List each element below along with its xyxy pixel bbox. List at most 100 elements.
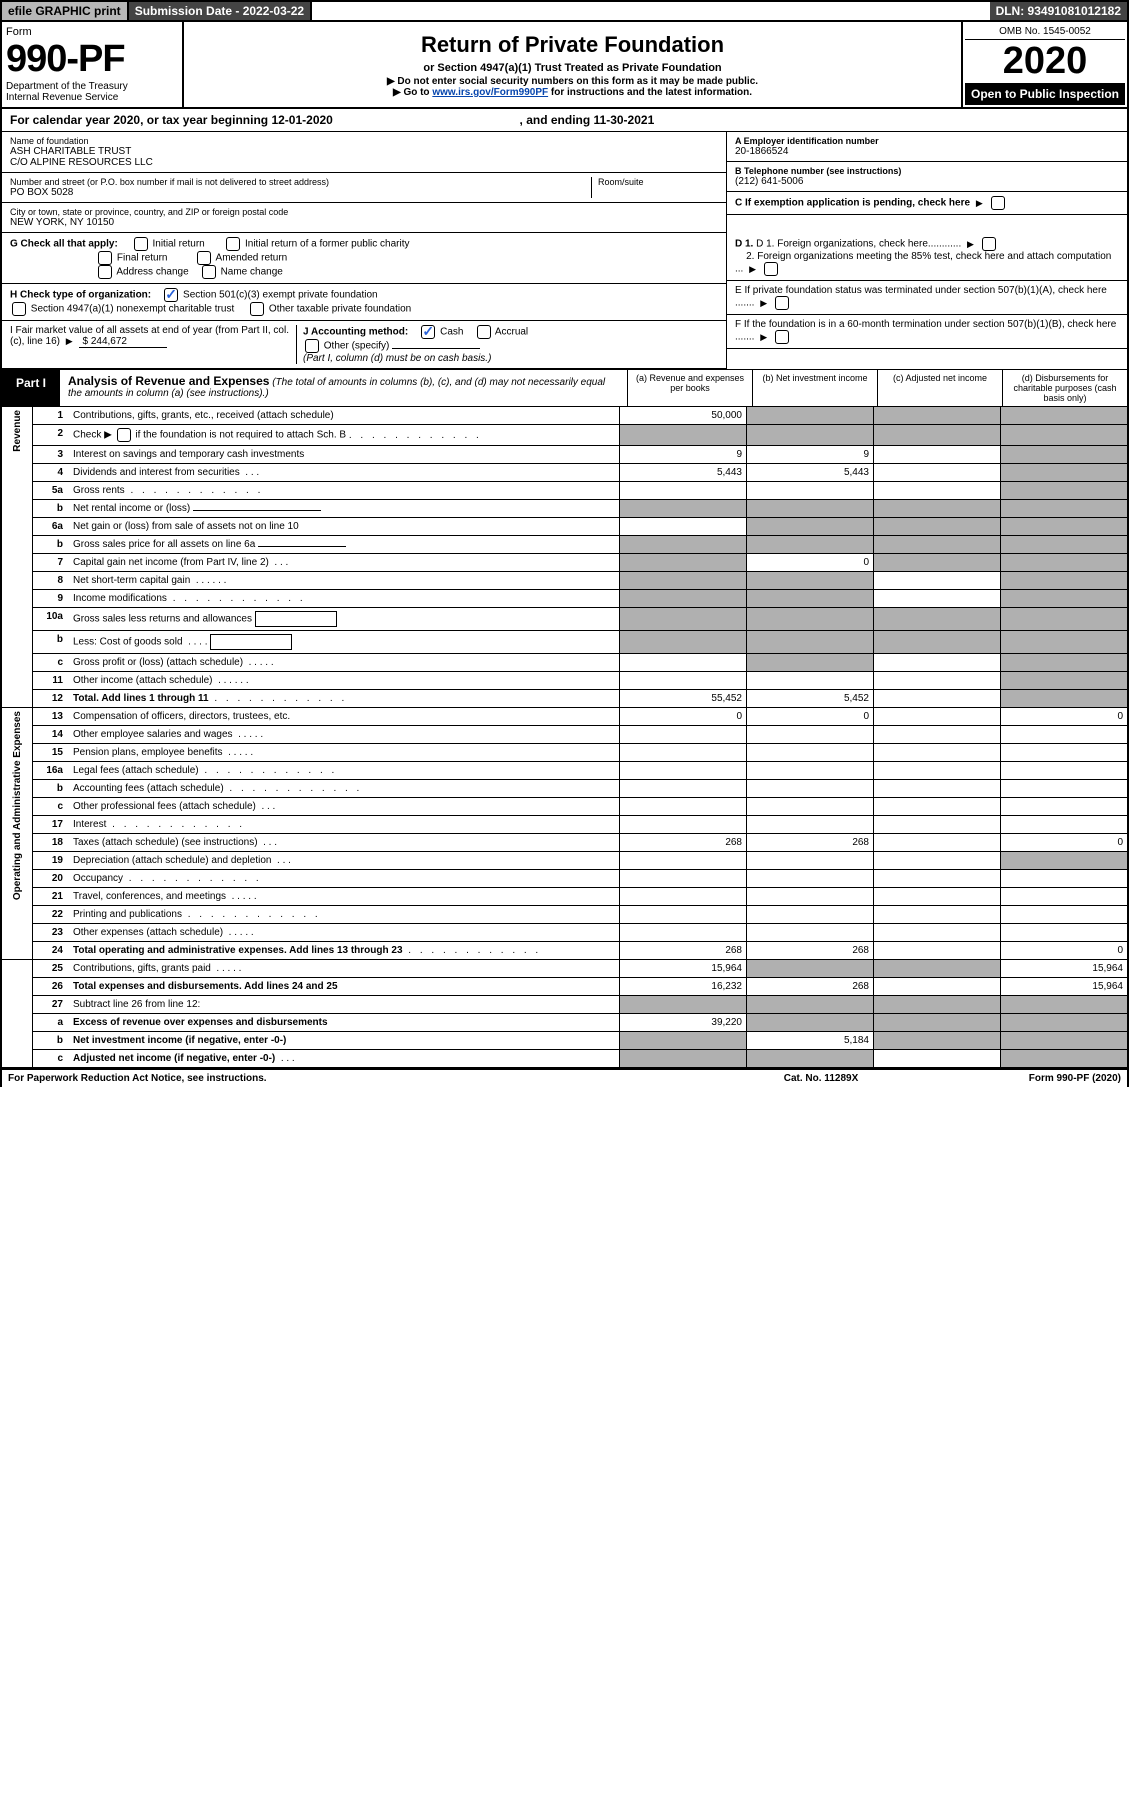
amt-b	[747, 906, 874, 924]
amt-d	[1001, 906, 1129, 924]
arrow-icon	[66, 336, 73, 347]
amt-c	[874, 554, 1001, 572]
g-address-checkbox[interactable]	[98, 265, 112, 279]
line-num: 22	[33, 906, 70, 924]
amt-c	[874, 834, 1001, 852]
g-final-checkbox[interactable]	[98, 251, 112, 265]
line-num: 13	[33, 708, 70, 726]
instr2-pre: ▶ Go to	[393, 87, 432, 98]
table-row: 12 Total. Add lines 1 through 11 55,452 …	[1, 690, 1128, 708]
amt-a: 9	[620, 446, 747, 464]
table-row: 19 Depreciation (attach schedule) and de…	[1, 852, 1128, 870]
g-name-checkbox[interactable]	[202, 265, 216, 279]
g-right: D 1. D 1. Foreign organizations, check h…	[726, 233, 1127, 369]
amt-d	[1001, 407, 1129, 425]
line-num: 6a	[33, 518, 70, 536]
main-table: Revenue 1 Contributions, gifts, grants, …	[0, 407, 1129, 1068]
j-note: (Part I, column (d) must be on cash basi…	[303, 353, 491, 364]
d1-checkbox[interactable]	[982, 237, 996, 251]
cal-prefix: For calendar year 2020, or tax year begi…	[10, 113, 271, 127]
table-row: 18 Taxes (attach schedule) (see instruct…	[1, 834, 1128, 852]
amt-d: 0	[1001, 708, 1129, 726]
line-desc: Contributions, gifts, grants paid . . . …	[69, 960, 620, 978]
amt-d	[1001, 654, 1129, 672]
l2-pre: Check ▶	[73, 430, 112, 441]
amt-b	[747, 500, 874, 518]
amt-b	[747, 780, 874, 798]
line-num: 4	[33, 464, 70, 482]
amt-d	[1001, 1032, 1129, 1050]
line-desc: Excess of revenue over expenses and disb…	[69, 1014, 620, 1032]
line-desc: Net investment income (if negative, ente…	[69, 1032, 620, 1050]
amt-c	[874, 482, 1001, 500]
amt-c	[874, 690, 1001, 708]
j-cash-checkbox[interactable]	[421, 325, 435, 339]
amt-b	[747, 590, 874, 608]
amt-d	[1001, 1050, 1129, 1068]
e-checkbox[interactable]	[775, 296, 789, 310]
line-desc: Gross rents	[69, 482, 620, 500]
amt-b	[747, 425, 874, 446]
address-cell: Number and street (or P.O. box number if…	[2, 173, 726, 203]
amt-b: 268	[747, 834, 874, 852]
amt-c	[874, 672, 1001, 690]
amt-c	[874, 1032, 1001, 1050]
cal-mid: , and ending	[520, 113, 594, 127]
ein-cell: A Employer identification number 20-1866…	[727, 132, 1127, 162]
d1: D 1. Foreign organizations, check here..…	[756, 239, 961, 250]
line-desc: Less: Cost of goods sold . . . .	[69, 631, 620, 654]
revenue-side-label: Revenue	[1, 407, 33, 708]
amt-d	[1001, 888, 1129, 906]
amt-a: 16,232	[620, 978, 747, 996]
form-subtitle: or Section 4947(a)(1) Trust Treated as P…	[190, 62, 955, 74]
name-2: C/O ALPINE RESOURCES LLC	[10, 157, 718, 168]
j-other-checkbox[interactable]	[305, 339, 319, 353]
line-desc: Depreciation (attach schedule) and deple…	[69, 852, 620, 870]
j-other-field[interactable]	[392, 348, 480, 349]
c-checkbox[interactable]	[991, 196, 1005, 210]
h-other-checkbox[interactable]	[250, 302, 264, 316]
amt-b	[747, 572, 874, 590]
amt-a	[620, 816, 747, 834]
amt-a	[620, 1032, 747, 1050]
instr-link[interactable]: www.irs.gov/Form990PF	[432, 87, 548, 98]
amt-c	[874, 708, 1001, 726]
table-row: b Accounting fees (attach schedule)	[1, 780, 1128, 798]
j-accrual-checkbox[interactable]	[477, 325, 491, 339]
amt-c	[874, 744, 1001, 762]
table-row: 17 Interest	[1, 816, 1128, 834]
amt-b	[747, 762, 874, 780]
arrow-icon	[749, 264, 756, 275]
g-amended-checkbox[interactable]	[197, 251, 211, 265]
amt-c	[874, 608, 1001, 631]
d2-checkbox[interactable]	[764, 262, 778, 276]
h-4947: Section 4947(a)(1) nonexempt charitable …	[31, 304, 234, 315]
top-bar: efile GRAPHIC print Submission Date - 20…	[0, 0, 1129, 22]
amt-a	[620, 726, 747, 744]
amt-a	[620, 482, 747, 500]
g-initial-public-checkbox[interactable]	[226, 237, 240, 251]
amt-d	[1001, 852, 1129, 870]
line-desc: Total expenses and disbursements. Add li…	[69, 978, 620, 996]
g-row: G Check all that apply: Initial return I…	[2, 233, 726, 284]
f-checkbox[interactable]	[775, 330, 789, 344]
line-desc: Contributions, gifts, grants, etc., rece…	[69, 407, 620, 425]
instr-1: ▶ Do not enter social security numbers o…	[190, 76, 955, 87]
line-num: 20	[33, 870, 70, 888]
h-501c3-checkbox[interactable]	[164, 288, 178, 302]
h-4947-checkbox[interactable]	[12, 302, 26, 316]
arrow-icon	[760, 332, 767, 343]
footer-left: For Paperwork Reduction Act Notice, see …	[8, 1073, 721, 1084]
schb-checkbox[interactable]	[117, 428, 131, 442]
h-other: Other taxable private foundation	[269, 304, 411, 315]
line-desc: Pension plans, employee benefits . . . .…	[69, 744, 620, 762]
amt-d	[1001, 608, 1129, 631]
line-num: c	[33, 654, 70, 672]
line-desc: Interest on savings and temporary cash i…	[69, 446, 620, 464]
amt-c	[874, 726, 1001, 744]
g-initial-checkbox[interactable]	[134, 237, 148, 251]
g-final: Final return	[117, 253, 168, 264]
table-row: b Less: Cost of goods sold . . . .	[1, 631, 1128, 654]
amt-c	[874, 906, 1001, 924]
cal-begin: 12-01-2020	[271, 113, 332, 127]
